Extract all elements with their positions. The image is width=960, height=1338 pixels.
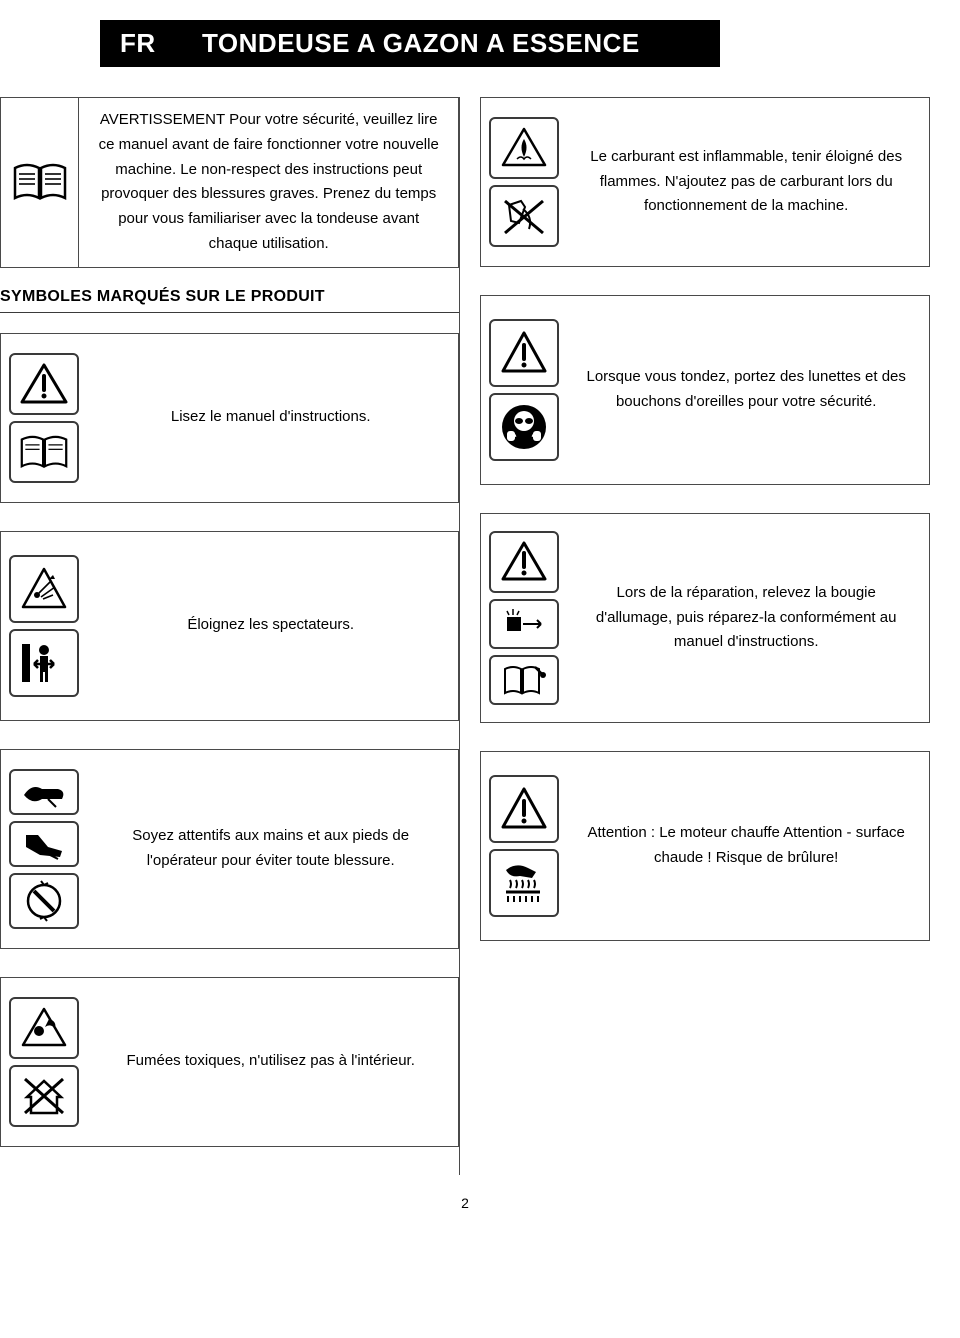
symbol-text: Le carburant est inflammable, tenir éloi… — [571, 141, 921, 223]
page-number: 2 — [0, 1195, 930, 1211]
flying-debris-icon — [9, 555, 79, 623]
symbol-card-fuel-flammable: Le carburant est inflammable, tenir éloi… — [480, 97, 930, 267]
symbol-text: Éloignez les spectateurs. — [91, 609, 450, 642]
avert-title: AVERTISSEMENT — [100, 111, 225, 128]
goggles-earplugs-icon — [489, 393, 559, 461]
symbol-card-repair: Lors de la réparation, relevez la bougie… — [480, 513, 930, 723]
symbol-text: Lisez le manuel d'instructions. — [91, 401, 450, 434]
no-indoor-icon — [9, 1065, 79, 1127]
symbol-text: Lorsque vous tondez, portez des lunettes… — [571, 361, 921, 419]
manual-repair-icon — [489, 655, 559, 705]
symbol-text: Soyez attentifs aux mains et aux pieds d… — [91, 820, 450, 878]
symbol-text: Attention : Le moteur chauffe Attention … — [571, 817, 921, 875]
symbol-card-toxic-fumes: Fumées toxiques, n'utilisez pas à l'inté… — [0, 977, 459, 1147]
warning-triangle-icon — [489, 531, 559, 593]
symbol-text: Lors de la réparation, relevez la bougie… — [571, 577, 921, 659]
hand-cut-icon — [9, 769, 79, 815]
warning-triangle-icon — [489, 319, 559, 387]
symbol-card-hot-surface: Attention : Le moteur chauffe Attention … — [480, 751, 930, 941]
rotating-blade-icon — [9, 873, 79, 929]
header-bar: FR TONDEUSE A GAZON A ESSENCE — [100, 20, 720, 67]
symbol-card-read-manual: Lisez le manuel d'instructions. — [0, 333, 459, 503]
symbol-card-hands-feet: Soyez attentifs aux mains et aux pieds d… — [0, 749, 459, 949]
no-refuel-running-icon — [489, 185, 559, 247]
spark-plug-icon — [489, 599, 559, 649]
header-title: TONDEUSE A GAZON A ESSENCE — [202, 28, 640, 58]
avert-body: Pour votre sécurité, veuillez lire ce ma… — [99, 111, 439, 252]
flame-warning-icon — [489, 117, 559, 179]
avert-card: AVERTISSEMENT Pour votre sécurité, veuil… — [0, 97, 459, 268]
column-divider — [459, 97, 460, 1175]
header-lang: FR — [120, 28, 156, 58]
foot-cut-icon — [9, 821, 79, 867]
toxic-fumes-icon — [9, 997, 79, 1059]
symbol-card-bystanders: Éloignez les spectateurs. — [0, 531, 459, 721]
section-heading: SYMBOLES MARQUÉS SUR LE PRODUIT — [0, 282, 459, 313]
manual-book-icon — [13, 162, 67, 202]
hot-surface-icon — [489, 849, 559, 917]
keep-distance-icon — [9, 629, 79, 697]
symbol-card-ppe: Lorsque vous tondez, portez des lunettes… — [480, 295, 930, 485]
warning-triangle-icon — [489, 775, 559, 843]
warning-triangle-icon — [9, 353, 79, 415]
symbol-text: Fumées toxiques, n'utilisez pas à l'inté… — [91, 1045, 450, 1078]
manual-book-icon — [9, 421, 79, 483]
